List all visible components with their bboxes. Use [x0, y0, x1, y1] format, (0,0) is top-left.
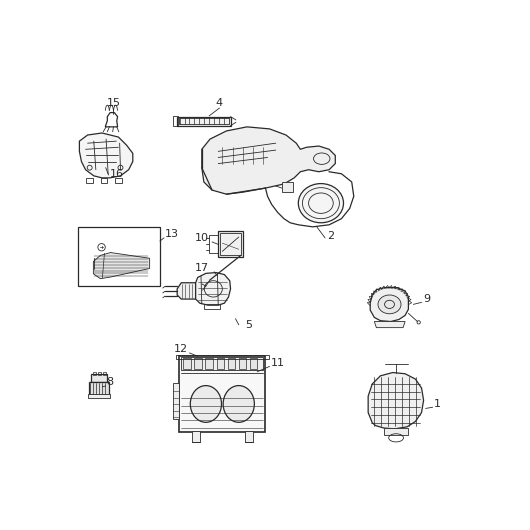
Text: 16: 16 [109, 169, 123, 179]
Text: 10: 10 [195, 233, 209, 243]
Bar [217, 358, 224, 369]
Bar [173, 116, 179, 127]
Bar [282, 182, 294, 192]
Bar [91, 374, 107, 382]
Bar [179, 118, 229, 125]
Bar [228, 358, 235, 369]
Bar [206, 358, 213, 369]
Bar [250, 358, 257, 369]
Bar [115, 178, 122, 183]
Text: 15: 15 [107, 99, 120, 109]
Bar [179, 356, 266, 432]
Ellipse shape [378, 295, 401, 314]
Text: 13: 13 [165, 229, 179, 239]
Text: 17: 17 [195, 263, 209, 273]
Bar [173, 383, 179, 419]
Polygon shape [93, 253, 149, 279]
Bar [177, 117, 231, 126]
Text: 12: 12 [174, 344, 188, 354]
Bar [101, 178, 107, 183]
Ellipse shape [190, 386, 222, 422]
Bar [220, 233, 241, 255]
Bar [195, 358, 202, 369]
Bar [238, 358, 246, 369]
Bar [191, 431, 200, 442]
Polygon shape [202, 127, 335, 194]
Bar [103, 372, 106, 375]
Ellipse shape [223, 386, 254, 422]
Text: 8: 8 [107, 377, 113, 387]
Bar [86, 178, 93, 183]
Text: 9: 9 [423, 294, 430, 304]
Bar [183, 358, 191, 369]
Bar [204, 304, 220, 310]
Text: 5: 5 [245, 320, 252, 330]
Polygon shape [196, 272, 231, 305]
Bar [93, 372, 96, 375]
Bar [209, 235, 218, 253]
Text: 11: 11 [271, 358, 285, 368]
Bar [176, 355, 269, 359]
Bar [78, 227, 160, 286]
Bar [181, 357, 263, 370]
Text: 4: 4 [216, 99, 223, 109]
Bar [98, 372, 101, 375]
Polygon shape [370, 288, 409, 322]
Ellipse shape [298, 183, 343, 223]
Text: 1: 1 [434, 399, 441, 409]
Bar [245, 431, 253, 442]
Bar [89, 382, 109, 395]
Polygon shape [368, 373, 423, 429]
Bar [218, 231, 243, 258]
Bar [384, 428, 409, 435]
Polygon shape [177, 282, 196, 299]
Text: 2: 2 [327, 231, 334, 241]
Polygon shape [374, 322, 405, 328]
Bar [87, 394, 110, 398]
Polygon shape [80, 133, 133, 178]
